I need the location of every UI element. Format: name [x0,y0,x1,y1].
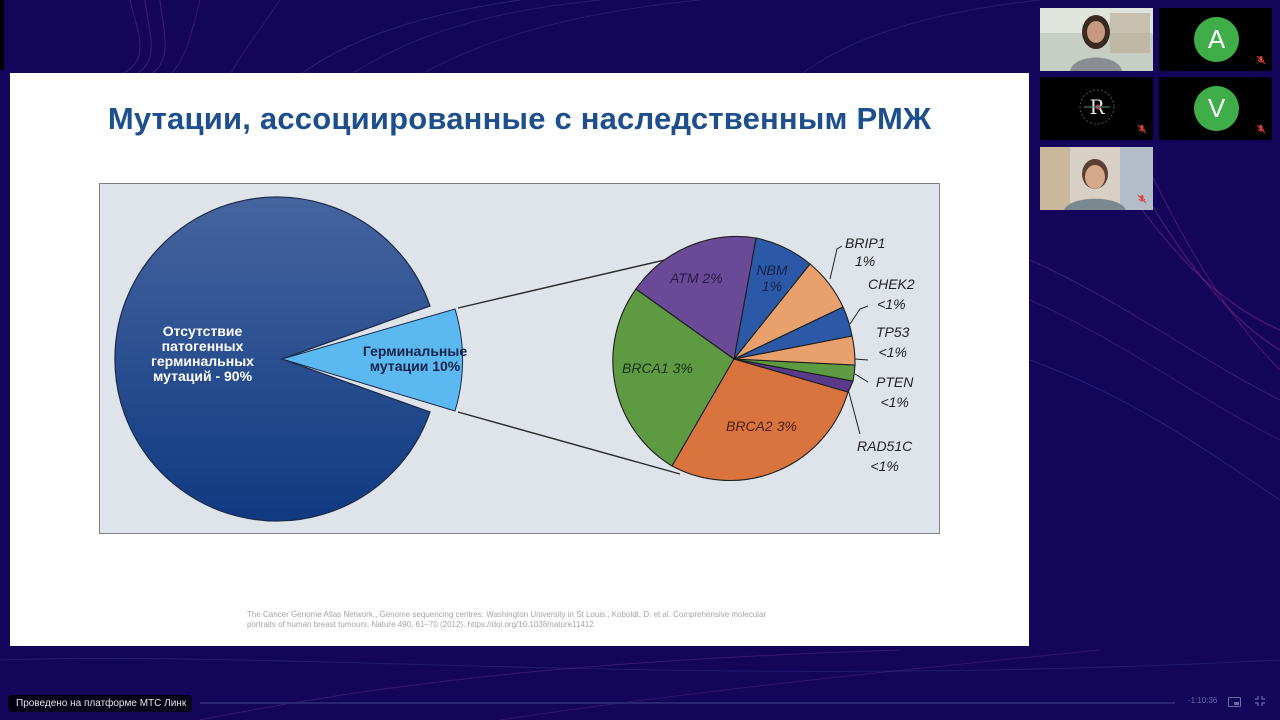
slice-brca1 [612,288,735,467]
label-line: Отсутствие [162,323,243,339]
big-pie-label: Отсутствие патогенных герминальных мутац… [140,324,265,384]
label-line: BRIP1 [845,235,886,251]
label-line: CHEK2 [868,276,915,292]
participant-tile-v[interactable]: V [1159,77,1272,140]
platform-badge: Проведено на платформе МТС Линк [8,695,193,712]
slice-brca2 [671,358,849,482]
label-line: TP53 [876,324,910,340]
left-edge-strip [0,0,4,70]
label-line: RAD51C [857,438,913,454]
participant-tile-video-2[interactable] [1040,147,1153,210]
label-brip1: BRIP1 1% [845,234,885,270]
label-tp53: TP53 <1% [876,322,909,362]
label-line: мутации 10% [369,358,461,374]
big-pie-slice-no-mutation [114,196,431,522]
citation-line: The Cancer Genome Atlas Network., Genome… [247,610,767,619]
label-line: герминальных [151,353,254,369]
presentation-slide: Мутации, ассоциированные с наследственны… [10,73,1029,646]
mic-muted-icon [1137,194,1147,204]
label-line: патогенных [161,338,244,354]
label-nbm: NBM 1% [752,262,792,294]
big-pie-slice-germline [280,308,464,412]
slide-title: Мутации, ассоциированные с наследственны… [107,101,932,136]
label-line: 1% [855,253,876,269]
label-line: <1% [878,344,907,360]
playback-progress-bar[interactable] [200,702,1175,704]
label-line: <1% [877,296,906,312]
mic-muted-icon [1256,55,1266,65]
slice-atm [635,235,757,360]
label-line: <1% [870,458,899,474]
label-line: Герминальные [362,343,468,359]
time-remaining: -1:10:36 [1188,696,1218,705]
avatar: V [1194,86,1239,131]
mic-muted-icon [1137,124,1147,134]
label-line: 1% [761,278,783,294]
label-chek2: CHEK2 <1% [868,274,915,314]
citation-line: portraits of human breast tumours. Natur… [247,620,594,629]
label-rad51c: RAD51C <1% [857,436,912,476]
label-brca2: BRCA2 3% [726,418,797,434]
label-line: NBM [756,262,788,278]
avatar: A [1194,17,1239,62]
participant-tile-r[interactable]: R [1040,77,1153,140]
label-line: PTEN [876,374,914,390]
logo-icon: R [1079,89,1115,125]
citation: The Cancer Genome Atlas Network., Genome… [247,610,827,630]
participant-tile-a[interactable]: A [1159,8,1272,71]
participant-tile-video-1[interactable] [1040,8,1153,71]
label-brca1: BRCA1 3% [622,360,693,376]
fullscreen-exit-button[interactable] [1255,696,1265,706]
camera-feed [1040,8,1153,71]
label-line: мутаций - 90% [152,368,253,384]
picture-in-picture-button[interactable] [1228,697,1241,707]
label-line: <1% [880,394,909,410]
mic-muted-icon [1256,124,1266,134]
pie-chart-figure: Отсутствие патогенных герминальных мутац… [99,183,940,534]
wedge-label: Герминальные мутации 10% [350,344,480,374]
label-atm: ATM 2% [670,270,723,286]
label-pten: PTEN <1% [876,372,913,412]
camera-feed [1040,147,1153,210]
